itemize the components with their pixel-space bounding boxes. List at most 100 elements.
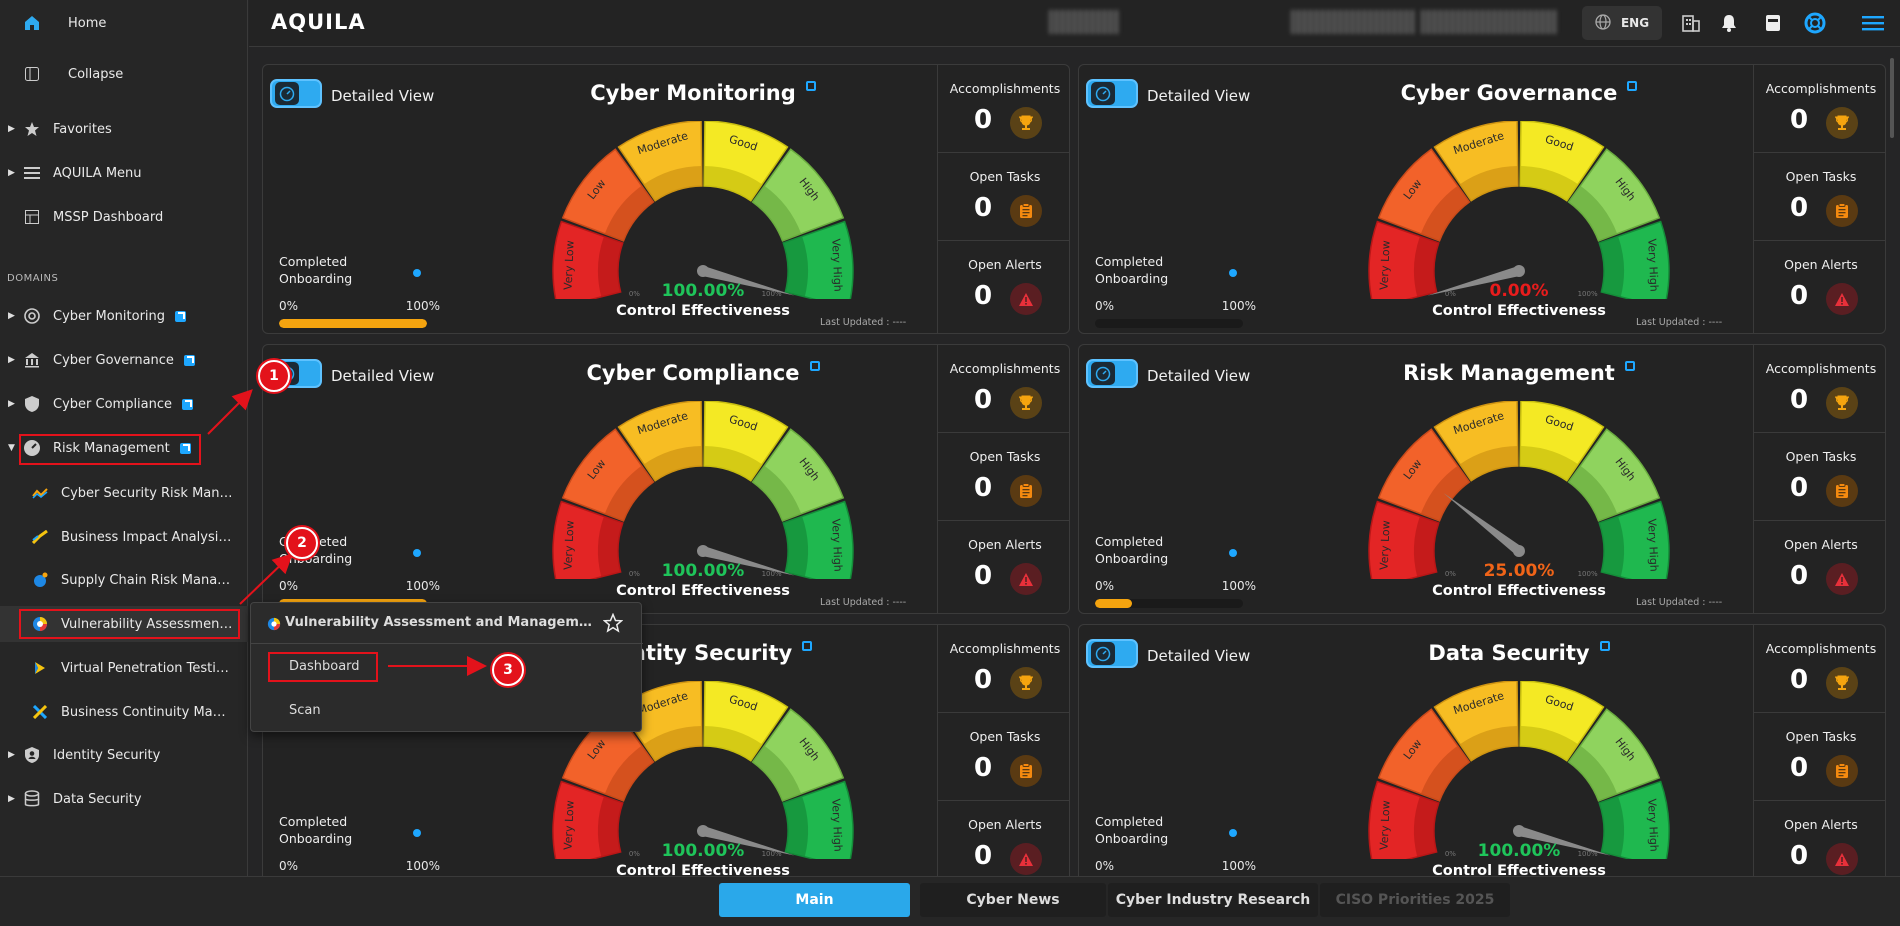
- stat-open-tasks[interactable]: Open Tasks 0: [938, 713, 1069, 801]
- sidebar-item-cyber-monitoring[interactable]: ▶ Cyber Monitoring: [0, 298, 248, 334]
- detailed-view-toggle[interactable]: [270, 79, 322, 108]
- stat-open-alerts[interactable]: Open Alerts 0: [1754, 241, 1885, 329]
- info-icon[interactable]: [1229, 269, 1237, 277]
- tab-ciso-priorities[interactable]: CISO Priorities 2025: [1320, 883, 1510, 917]
- stat-open-alerts[interactable]: Open Alerts 0: [938, 801, 1069, 889]
- stat-open-tasks[interactable]: Open Tasks 0: [1754, 433, 1885, 521]
- sidebar-item-cyber-governance[interactable]: ▶ Cyber Governance: [0, 342, 248, 378]
- book-icon[interactable]: [1762, 12, 1784, 34]
- gauge-needle: [701, 826, 795, 856]
- identity-icon: [22, 745, 42, 765]
- stat-accomplishments[interactable]: Accomplishments 0: [938, 625, 1069, 713]
- tab-main[interactable]: Main: [719, 883, 910, 917]
- aquila-logo[interactable]: AQUILA: [271, 10, 366, 34]
- sidebar-item-data-security[interactable]: ▶ Data Security: [0, 781, 248, 817]
- stat-value: 0: [974, 473, 993, 503]
- external-link-icon[interactable]: [805, 81, 816, 91]
- stat-open-tasks[interactable]: Open Tasks 0: [938, 433, 1069, 521]
- card-title-text[interactable]: Risk Management: [1403, 361, 1615, 385]
- submenu-item-dashboard[interactable]: Dashboard: [289, 659, 360, 674]
- stat-open-tasks[interactable]: Open Tasks 0: [938, 153, 1069, 241]
- bell-icon[interactable]: [1718, 12, 1740, 34]
- info-icon[interactable]: [1229, 549, 1237, 557]
- clipboard-icon: [1010, 195, 1042, 227]
- sidebar-item-aquila-menu[interactable]: ▶ AQUILA Menu: [0, 155, 248, 191]
- stat-accomplishments[interactable]: Accomplishments 0: [938, 345, 1069, 433]
- sidebar-item-cyber-compliance[interactable]: ▶ Cyber Compliance: [0, 386, 248, 422]
- gauge-label: Very Low: [1378, 520, 1393, 570]
- alert-icon: [1826, 283, 1858, 315]
- gauge-max-label: 100%: [1578, 290, 1598, 298]
- sidebar-item-home[interactable]: Home: [0, 5, 248, 41]
- external-link-icon[interactable]: [1627, 81, 1638, 91]
- favorite-star-icon[interactable]: [602, 612, 624, 637]
- support-icon[interactable]: [1804, 12, 1826, 34]
- stat-accomplishments[interactable]: Accomplishments 0: [1754, 65, 1885, 153]
- trophy-icon: [1826, 387, 1858, 419]
- stat-label: Open Alerts: [1784, 817, 1858, 832]
- sidebar-item-label-wrap: Risk Management: [53, 441, 191, 456]
- scrollbar[interactable]: [1890, 56, 1896, 876]
- stat-label: Open Tasks: [969, 449, 1041, 464]
- external-link-icon[interactable]: [1624, 361, 1635, 371]
- stat-open-alerts[interactable]: Open Alerts 0: [938, 241, 1069, 329]
- stat-open-alerts[interactable]: Open Alerts 0: [938, 521, 1069, 609]
- language-selector[interactable]: ENG: [1582, 6, 1662, 40]
- sidebar-item-label: Supply Chain Risk Manag…: [61, 572, 233, 588]
- sidebar-item-cyber-security-risk[interactable]: Cyber Security Risk Mana…: [0, 475, 248, 511]
- external-link-icon[interactable]: [182, 398, 194, 410]
- sidebar-item-label: MSSP Dashboard: [53, 209, 164, 225]
- onboarding-min: 0%: [1095, 579, 1115, 593]
- stat-open-alerts[interactable]: Open Alerts 0: [1754, 521, 1885, 609]
- hamburger-menu-icon[interactable]: [1862, 12, 1884, 34]
- sidebar-item-supply-chain[interactable]: Supply Chain Risk Manag…: [0, 562, 248, 598]
- info-icon[interactable]: [1229, 829, 1237, 837]
- card-title-text[interactable]: Data Security: [1428, 641, 1590, 665]
- card-title-text[interactable]: Cyber Compliance: [586, 361, 800, 385]
- info-icon[interactable]: [413, 549, 421, 557]
- detailed-view-label: Detailed View: [1147, 367, 1251, 385]
- sidebar-item-identity-security[interactable]: ▶ Identity Security: [0, 737, 248, 773]
- gauge-max-label: 100%: [1578, 570, 1598, 578]
- sidebar-item-business-continuity[interactable]: Business Continuity Man…: [0, 694, 248, 730]
- sidebar-item-collapse[interactable]: Collapse: [0, 56, 248, 92]
- tab-cyber-industry-research[interactable]: Cyber Industry Research: [1108, 883, 1318, 917]
- tab-cyber-news[interactable]: Cyber News: [920, 883, 1106, 917]
- info-icon[interactable]: [413, 269, 421, 277]
- external-link-icon[interactable]: [1599, 641, 1610, 651]
- stat-open-alerts[interactable]: Open Alerts 0: [1754, 801, 1885, 889]
- gauge-needle: [1443, 493, 1523, 555]
- card-title-text[interactable]: Cyber Governance: [1400, 81, 1618, 105]
- sidebar-item-favorites[interactable]: ▶ Favorites: [0, 111, 248, 147]
- sidebar-item-label: AQUILA Menu: [53, 165, 142, 181]
- database-icon: [22, 789, 42, 809]
- stat-open-tasks[interactable]: Open Tasks 0: [1754, 153, 1885, 241]
- sidebar-item-mssp-dashboard[interactable]: MSSP Dashboard: [0, 199, 248, 235]
- sidebar-item-risk-management[interactable]: ▼ Risk Management: [0, 430, 248, 466]
- gauge-min-label: 0%: [629, 850, 640, 858]
- domain-card-identity-security: Detailed View Identity Security Very Low…: [262, 624, 1070, 894]
- card-title-text[interactable]: Cyber Monitoring: [590, 81, 796, 105]
- external-link-icon[interactable]: [179, 442, 191, 454]
- completed-onboarding-label: Completed Onboarding: [279, 253, 352, 287]
- stat-value: 0: [974, 385, 993, 415]
- sidebar-item-virtual-pen-testing[interactable]: Virtual Penetration Testin…: [0, 650, 248, 686]
- detailed-view-toggle[interactable]: [1086, 359, 1138, 388]
- stat-open-tasks[interactable]: Open Tasks 0: [1754, 713, 1885, 801]
- submenu-item-scan[interactable]: Scan: [289, 703, 321, 718]
- external-link-icon[interactable]: [183, 354, 195, 366]
- stat-accomplishments[interactable]: Accomplishments 0: [1754, 625, 1885, 713]
- stat-accomplishments[interactable]: Accomplishments 0: [938, 65, 1069, 153]
- info-icon[interactable]: [413, 829, 421, 837]
- building-icon[interactable]: [1680, 12, 1702, 34]
- detailed-view-toggle[interactable]: [1086, 639, 1138, 668]
- sidebar-item-business-impact[interactable]: Business Impact Analysis…: [0, 519, 248, 555]
- external-link-icon[interactable]: [802, 641, 813, 651]
- stat-accomplishments[interactable]: Accomplishments 0: [1754, 345, 1885, 433]
- detailed-view-toggle[interactable]: [1086, 79, 1138, 108]
- onboarding-label-line: Completed: [1095, 814, 1164, 829]
- external-link-icon[interactable]: [175, 310, 187, 322]
- external-link-icon[interactable]: [809, 361, 820, 371]
- sidebar-item-vulnerability-assessment[interactable]: Vulnerability Assessment…: [0, 606, 248, 642]
